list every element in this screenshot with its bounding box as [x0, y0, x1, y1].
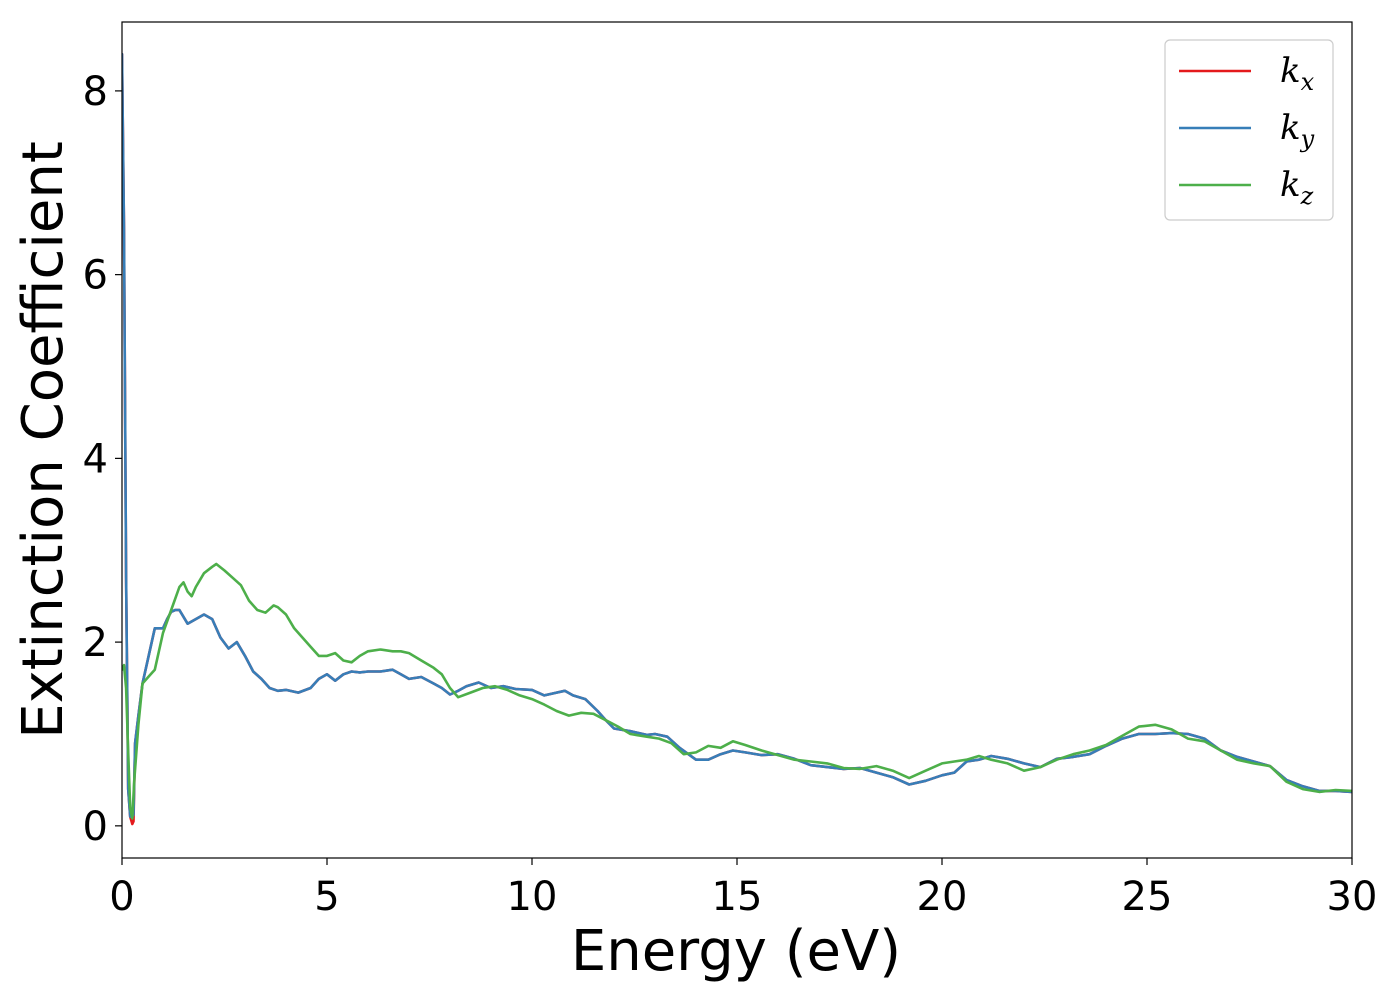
- y-axis-label: Extinction Coefficient: [11, 141, 76, 739]
- legend-label-kx: kx: [1280, 51, 1315, 96]
- x-tick-label: 10: [507, 874, 558, 920]
- y-tick-label: 6: [83, 253, 108, 299]
- series-line-kz: [122, 562, 1352, 820]
- x-axis-label: Energy (eV): [571, 919, 901, 984]
- axis-ticks: 0 5 10 15 20 25 30 0 2 4 6 8: [83, 69, 1378, 920]
- y-tick-label: 4: [83, 436, 108, 482]
- x-tick-label: 20: [917, 874, 968, 920]
- x-tick-label: 0: [109, 874, 134, 920]
- x-tick-label: 25: [1122, 874, 1173, 920]
- plot-lines: [122, 52, 1352, 826]
- y-tick-label: 0: [83, 804, 108, 850]
- x-tick-label: 5: [314, 874, 339, 920]
- x-tick-label: 15: [712, 874, 763, 920]
- x-tick-label: 30: [1327, 874, 1378, 920]
- legend: kx ky kz: [1164, 39, 1334, 221]
- y-tick-label: 2: [83, 620, 108, 666]
- y-tick-label: 8: [83, 69, 108, 115]
- legend-label-kz: kz: [1280, 165, 1314, 210]
- legend-box: [1164, 39, 1334, 221]
- legend-label-ky: ky: [1280, 108, 1315, 153]
